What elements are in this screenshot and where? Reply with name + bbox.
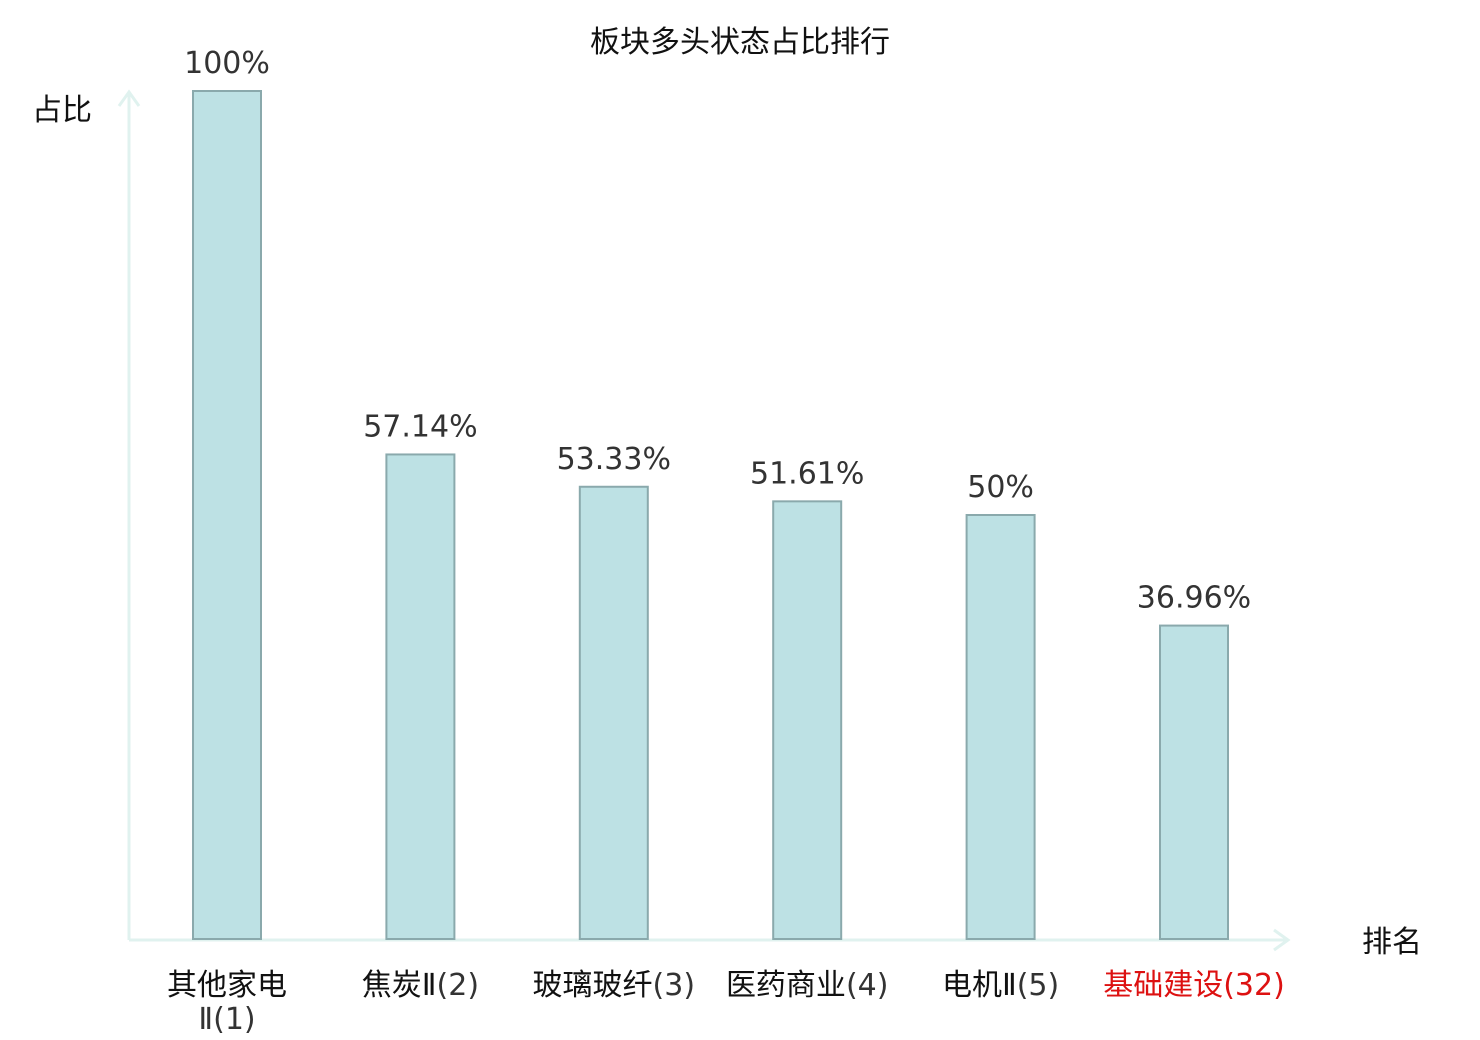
- bar-value-label: 51.61%: [750, 456, 864, 491]
- category-label: 医药商业(4): [726, 968, 889, 1003]
- bar-value-label: 100%: [184, 46, 270, 81]
- bar: [1159, 624, 1229, 941]
- bar: [578, 485, 649, 940]
- bar-value-label: 36.96%: [1137, 581, 1251, 616]
- x-axis-label: 排名: [1362, 925, 1422, 960]
- y-axis-arrow: [117, 89, 141, 107]
- category-rank: Ⅱ(1): [198, 1002, 255, 1037]
- category-label: 其他家电 Ⅱ(1): [167, 968, 287, 1037]
- category-rank: (2): [437, 968, 480, 1003]
- y-axis-label: 占比: [32, 93, 92, 128]
- category-name: 其他家电: [167, 968, 287, 1003]
- bar-value-label: 53.33%: [557, 442, 671, 477]
- category-label: 玻璃玻纤(3): [533, 968, 696, 1003]
- category-name: 焦炭Ⅱ: [362, 968, 437, 1003]
- category-rank: (3): [653, 968, 696, 1003]
- category-rank: (4): [846, 968, 889, 1003]
- bar: [965, 514, 1036, 940]
- category-name: 电机Ⅱ: [942, 968, 1017, 1003]
- category-name: 医药商业: [726, 968, 846, 1003]
- category-label: 电机Ⅱ(5): [942, 968, 1059, 1003]
- bar-value-label: 50%: [967, 470, 1034, 505]
- category-label: 焦炭Ⅱ(2): [362, 968, 479, 1003]
- bar: [385, 453, 456, 940]
- bar: [192, 90, 262, 940]
- bars-layer: 100% 其他家电 Ⅱ(1) 57.14% 焦炭Ⅱ(2) 53.33% 玻璃玻纤(3) 51.…: [167, 46, 1285, 1037]
- category-label: 基础建设(32): [1103, 968, 1285, 1003]
- bar-value-label: 57.14%: [363, 409, 477, 444]
- category-rank: (32): [1223, 968, 1285, 1003]
- x-axis-arrow: [1273, 928, 1291, 952]
- category-rank: (5): [1017, 968, 1060, 1003]
- category-name: 基础建设: [1103, 968, 1223, 1003]
- bar: [772, 500, 843, 940]
- category-name: 玻璃玻纤: [533, 968, 653, 1003]
- chart-title: 板块多头状态占比排行: [590, 25, 890, 60]
